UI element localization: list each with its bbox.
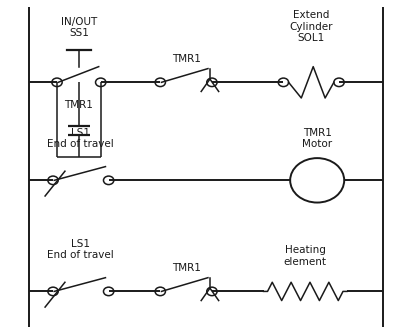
Text: TMR1: TMR1 — [172, 263, 200, 274]
Text: LS1
End of travel: LS1 End of travel — [48, 128, 114, 149]
Text: TMR1
Motor: TMR1 Motor — [302, 128, 332, 149]
Text: TMR1: TMR1 — [64, 100, 93, 110]
Text: Extend
Cylinder
SOL1: Extend Cylinder SOL1 — [290, 10, 333, 43]
Text: Heating
element: Heating element — [284, 245, 327, 267]
Text: TMR1: TMR1 — [172, 54, 200, 64]
Text: LS1
End of travel: LS1 End of travel — [48, 239, 114, 260]
Text: IN/OUT
SS1: IN/OUT SS1 — [61, 17, 97, 38]
